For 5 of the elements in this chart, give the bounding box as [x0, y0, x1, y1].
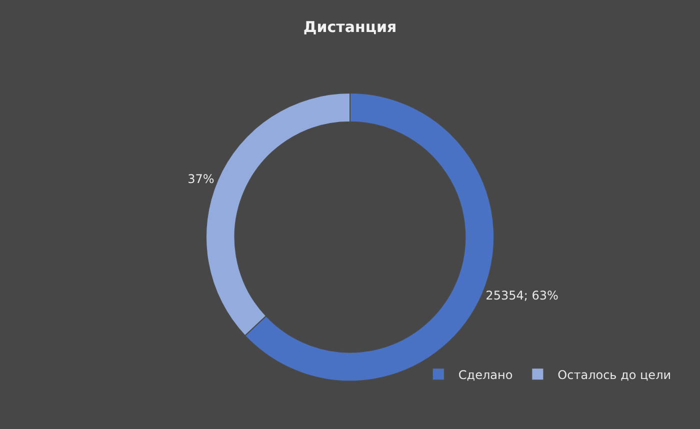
legend-label: Сделано [458, 368, 513, 382]
data-label: 25354; 63% [486, 288, 558, 302]
chart-title: Дистанция [303, 18, 397, 36]
data-label: 37% [188, 172, 214, 186]
legend-label: Осталось до цели [558, 368, 672, 382]
